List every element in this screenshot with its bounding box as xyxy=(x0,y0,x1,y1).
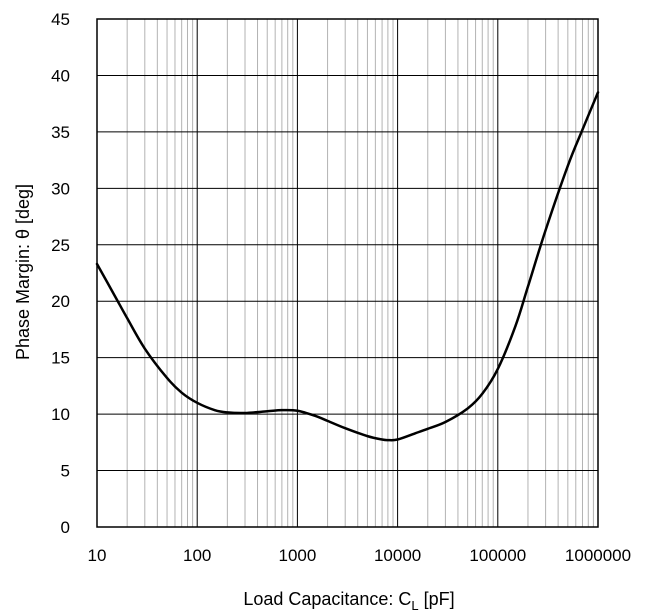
minor-gridlines xyxy=(126,19,594,527)
x-tick-label: 10000 xyxy=(374,546,421,565)
y-tick-label: 35 xyxy=(51,123,70,142)
x-tick-labels: 10 100 1000 10000 100000 1000000 xyxy=(88,546,632,565)
y-tick-label: 10 xyxy=(51,405,70,424)
x-axis-title: Load Capacitance: CL [pF] xyxy=(243,589,454,613)
x-tick-label: 100000 xyxy=(469,546,526,565)
x-axis-title-subscript: L xyxy=(411,598,418,613)
series-layer xyxy=(95,91,600,442)
plot-frame xyxy=(96,18,599,528)
y-tick-label: 0 xyxy=(61,518,70,537)
x-axis-title-unit: [pF] xyxy=(419,589,455,609)
y-tick-label: 30 xyxy=(51,179,70,198)
y-tick-label: 40 xyxy=(51,66,70,85)
y-tick-labels: 0 5 10 15 20 25 30 35 40 45 xyxy=(51,10,70,537)
x-tick-label: 100 xyxy=(183,546,211,565)
x-tick-label: 1000 xyxy=(278,546,316,565)
y-tick-label: 25 xyxy=(51,236,70,255)
y-tick-label: 5 xyxy=(61,462,70,481)
y-tick-label: 20 xyxy=(51,292,70,311)
y-axis-title: Phase Margin: θ [deg] xyxy=(13,184,33,360)
y-tick-label: 15 xyxy=(51,349,70,368)
y-tick-label: 45 xyxy=(51,10,70,29)
x-tick-label: 1000000 xyxy=(565,546,631,565)
x-tick-label: 10 xyxy=(88,546,107,565)
phase-margin-curve xyxy=(95,91,600,442)
x-axis-title-main: Load Capacitance: C xyxy=(243,589,411,609)
